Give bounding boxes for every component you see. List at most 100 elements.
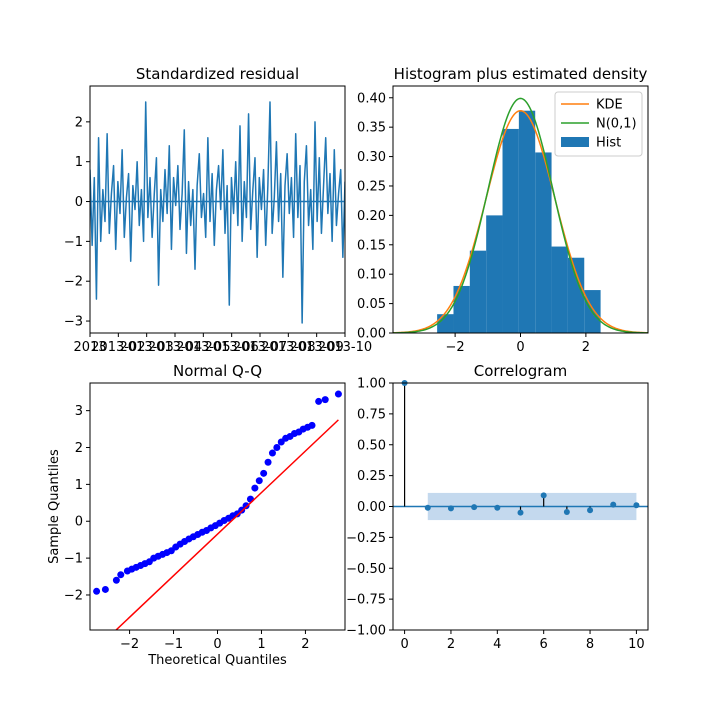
panel-title: Histogram plus estimated density bbox=[394, 65, 648, 83]
y-tick-label: 0.25 bbox=[357, 179, 386, 194]
panel-title: Correlogram bbox=[474, 362, 567, 380]
x-tick-label: 2013-04 bbox=[148, 340, 202, 355]
histogram-bar bbox=[437, 314, 454, 333]
acf-marker bbox=[587, 507, 594, 514]
y-tick-label: −0.50 bbox=[346, 562, 386, 577]
x-tick-label: −2 bbox=[446, 340, 465, 355]
qq-point bbox=[93, 587, 101, 595]
qq-point bbox=[255, 477, 263, 485]
x-tick-label: 2 bbox=[301, 637, 309, 652]
acf-marker bbox=[424, 504, 431, 511]
correlogram-panel: −1.00 −0.75 −0.50 −0.25 0.00 0.25 0.50 0.75 1.00… bbox=[346, 362, 649, 652]
legend-swatch bbox=[561, 137, 589, 147]
qq-point bbox=[315, 397, 323, 405]
y-tick-label: 3 bbox=[75, 404, 83, 419]
acf-marker bbox=[610, 501, 617, 508]
x-tick-label: 0 bbox=[400, 637, 408, 652]
acf-marker bbox=[540, 492, 547, 499]
x-tick-label: 2013-03 bbox=[120, 340, 174, 355]
y-tick-label: 0.00 bbox=[357, 327, 386, 342]
residual-panel: −3−2−101220132013-022013-032013-042013-0… bbox=[64, 65, 372, 355]
x-tick-label: −1 bbox=[164, 637, 183, 652]
y-tick-label: −2 bbox=[64, 588, 83, 603]
y-tick-label: 0.00 bbox=[357, 500, 386, 515]
qq-point bbox=[242, 502, 250, 510]
histogram-bar bbox=[535, 152, 552, 333]
histogram-bar bbox=[486, 215, 503, 333]
acf-marker bbox=[517, 509, 524, 516]
x-tick-label: 10 bbox=[628, 637, 645, 652]
x-tick-label: 2013-08 bbox=[261, 340, 315, 355]
histogram-panel: 0.00 0.05 0.10 0.15 0.20 0.25 0.30 0.35 0.40 −2 0 2… bbox=[357, 65, 649, 355]
acf-marker bbox=[447, 505, 454, 512]
x-tick-label: 4 bbox=[493, 637, 501, 652]
y-tick-label: 0 bbox=[75, 515, 83, 530]
y-tick-label: −0.25 bbox=[346, 531, 386, 546]
x-tick-label: 2013-05 bbox=[176, 340, 230, 355]
qq-point bbox=[273, 444, 281, 452]
y-tick-label: 0.05 bbox=[357, 297, 386, 312]
y-tick-label: −3 bbox=[64, 315, 83, 330]
y-tick-label: 0.50 bbox=[357, 438, 386, 453]
y-tick-label: 0.30 bbox=[357, 150, 386, 165]
qq-point bbox=[117, 571, 125, 579]
x-tick-label: 2013-02 bbox=[91, 340, 145, 355]
qq-point bbox=[260, 469, 268, 477]
histogram-bar bbox=[518, 110, 536, 333]
axes-frame bbox=[89, 382, 346, 631]
x-tick-label: 2013 bbox=[73, 340, 106, 355]
x-tick-label: 2013-09 bbox=[290, 340, 344, 355]
y-tick-label: 0.25 bbox=[357, 469, 386, 484]
y-tick-label: 1 bbox=[75, 478, 83, 493]
y-tick-label: 0.15 bbox=[357, 238, 386, 253]
panel-title: Standardized residual bbox=[136, 65, 299, 83]
legend-label: Hist bbox=[596, 136, 621, 151]
normal-density-curve bbox=[393, 97, 648, 333]
y-tick-label: 1.00 bbox=[357, 377, 386, 392]
x-tick-label: 2013-07 bbox=[233, 340, 287, 355]
x-axis-label: Theoretical Quantiles bbox=[147, 653, 287, 668]
x-tick-label: 8 bbox=[586, 637, 594, 652]
acf-marker bbox=[494, 504, 501, 511]
y-tick-label: 0.20 bbox=[357, 209, 386, 224]
y-tick-label: 0.10 bbox=[357, 268, 386, 283]
panel-title: Normal Q-Q bbox=[173, 362, 262, 380]
axes-frame bbox=[392, 85, 649, 334]
y-tick-label: 0.40 bbox=[357, 91, 386, 106]
x-tick-label: 2 bbox=[582, 340, 590, 355]
y-axis-label: Sample Quantiles bbox=[47, 449, 62, 564]
qq-point bbox=[101, 585, 109, 593]
y-tick-label: −2 bbox=[64, 275, 83, 290]
histogram-bar bbox=[551, 246, 568, 333]
x-tick-label: −2 bbox=[120, 637, 139, 652]
x-tick-label: 2013-10 bbox=[318, 340, 372, 355]
histogram-bar bbox=[502, 128, 519, 333]
kde-curve bbox=[393, 109, 648, 333]
qq-point bbox=[112, 576, 120, 584]
histogram-bar bbox=[453, 285, 470, 333]
y-tick-label: 1 bbox=[75, 155, 83, 170]
y-tick-label: −0.75 bbox=[346, 593, 386, 608]
y-tick-label: 2 bbox=[75, 441, 83, 456]
y-tick-label: −1 bbox=[64, 552, 83, 567]
qq-point bbox=[321, 396, 329, 404]
legend-label: KDE bbox=[596, 98, 623, 113]
qq-point bbox=[264, 458, 272, 466]
qq-point bbox=[308, 421, 316, 429]
x-tick-label: 0 bbox=[213, 637, 221, 652]
y-tick-label: 2 bbox=[75, 115, 83, 130]
axes-frame bbox=[392, 382, 649, 631]
histogram-bar bbox=[469, 250, 487, 333]
axes-frame bbox=[89, 85, 346, 334]
legend: KDE N(0,1) Hist bbox=[554, 91, 643, 157]
histogram-bar bbox=[567, 257, 585, 333]
qq-panel: −2 −1 0 1 2 3 −2 −1 0 1 2 Normal Q-Q Theoretical Qua… bbox=[47, 362, 346, 668]
qq-point bbox=[334, 390, 342, 398]
x-tick-label: 2013-06 bbox=[205, 340, 259, 355]
acf-marker bbox=[633, 502, 640, 509]
acf-marker bbox=[471, 504, 478, 511]
x-tick-label: 2 bbox=[447, 637, 455, 652]
x-tick-label: 6 bbox=[540, 637, 548, 652]
y-tick-label: −1.00 bbox=[346, 624, 386, 639]
